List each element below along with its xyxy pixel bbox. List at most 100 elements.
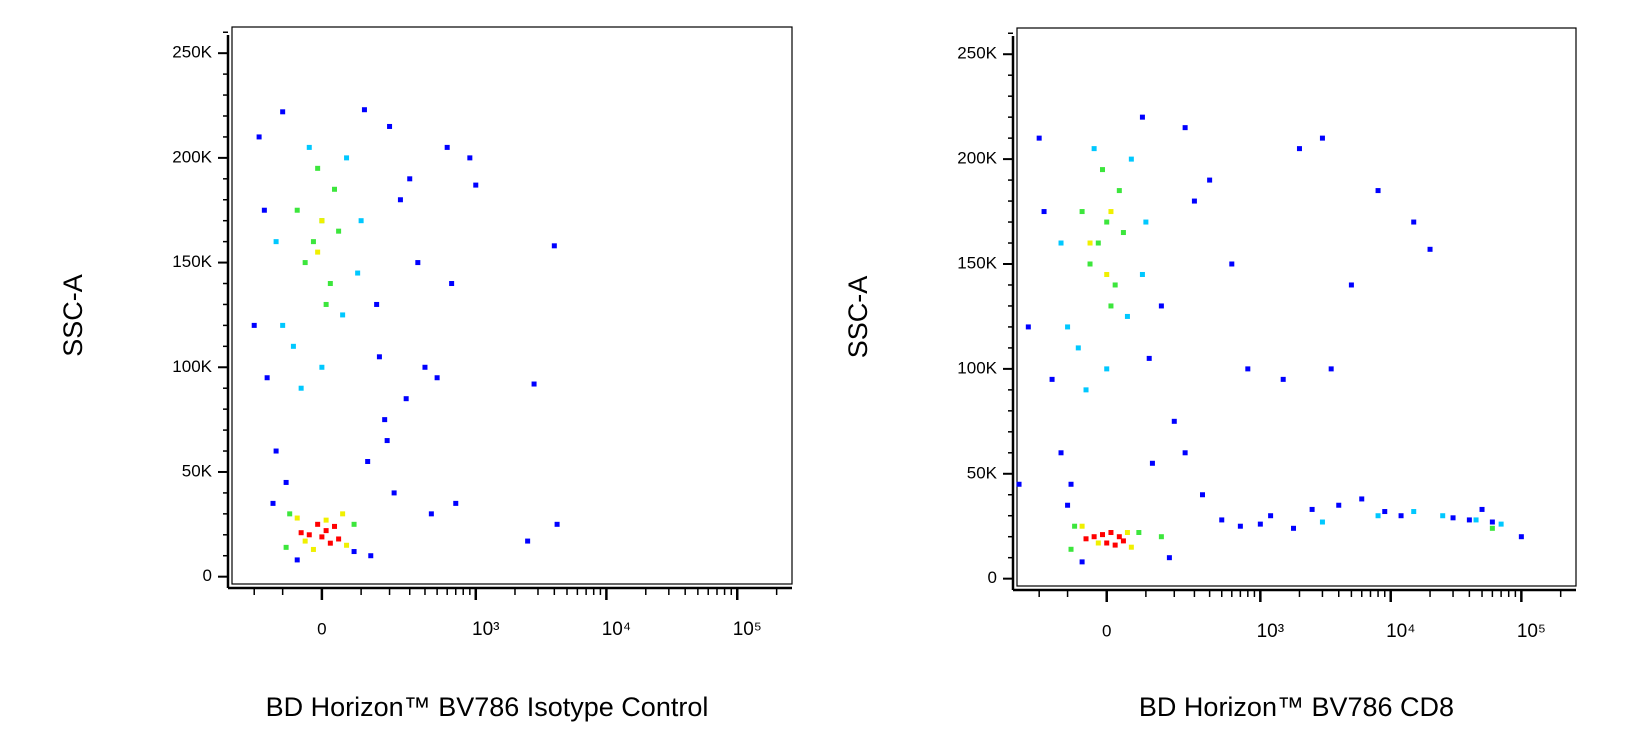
data-point xyxy=(1124,313,1130,319)
data-point xyxy=(256,134,262,140)
data-point xyxy=(287,511,293,517)
y-axis-label: SSC-A xyxy=(843,276,873,359)
data-point xyxy=(407,176,413,182)
data-point xyxy=(453,500,459,506)
data-point xyxy=(1319,135,1325,141)
data-point xyxy=(273,239,279,245)
data-point xyxy=(387,123,393,129)
data-point xyxy=(1466,517,1472,523)
data-point xyxy=(280,109,286,115)
data-point xyxy=(251,322,257,328)
data-point xyxy=(319,218,325,224)
data-point xyxy=(306,144,312,150)
data-point xyxy=(1375,513,1381,519)
data-point xyxy=(1016,481,1022,487)
data-point xyxy=(1036,135,1042,141)
data-point xyxy=(1058,240,1064,246)
data-point xyxy=(355,270,361,276)
data-point xyxy=(319,534,325,540)
x-tick-label: 10⁵ xyxy=(1517,621,1546,642)
data-point xyxy=(1359,496,1365,502)
x-tick-label: 10⁴ xyxy=(602,619,631,640)
data-point xyxy=(351,521,357,527)
data-point xyxy=(319,364,325,370)
data-point xyxy=(415,260,421,266)
data-point xyxy=(294,557,300,563)
data-point xyxy=(1091,534,1097,540)
data-point xyxy=(1237,523,1243,529)
data-point xyxy=(294,207,300,213)
data-point xyxy=(280,322,286,328)
y-tick-label: 0 xyxy=(988,568,997,587)
data-point xyxy=(1450,515,1456,521)
data-point xyxy=(403,396,409,402)
y-tick-label: 200K xyxy=(957,149,997,168)
x-tick-label: 10³ xyxy=(472,619,499,640)
data-point xyxy=(1104,540,1110,546)
data-point xyxy=(1328,366,1334,372)
data-point xyxy=(1411,509,1417,515)
data-point xyxy=(428,511,434,517)
data-point xyxy=(302,260,308,266)
data-point xyxy=(1120,538,1126,544)
data-point xyxy=(1068,546,1074,552)
data-point xyxy=(1158,534,1164,540)
data-point xyxy=(1479,506,1485,512)
data-point xyxy=(1104,271,1110,277)
data-point xyxy=(1091,146,1097,152)
data-point xyxy=(270,500,276,506)
x-tick-label: 0 xyxy=(317,619,326,638)
data-point xyxy=(361,107,367,113)
data-point xyxy=(1116,188,1122,194)
data-point xyxy=(327,540,333,546)
data-point xyxy=(554,521,560,527)
y-tick-label: 150K xyxy=(172,252,212,271)
data-point xyxy=(525,538,531,544)
data-point xyxy=(1268,513,1274,519)
data-point xyxy=(1079,209,1085,215)
data-point xyxy=(323,517,329,523)
data-point xyxy=(1136,530,1142,536)
data-point xyxy=(1095,240,1101,246)
data-point xyxy=(1124,530,1130,536)
data-point xyxy=(1108,209,1114,215)
data-point xyxy=(1473,517,1479,523)
data-point xyxy=(1025,324,1031,330)
data-point xyxy=(323,528,329,534)
data-point xyxy=(1382,509,1388,515)
y-tick-label: 250K xyxy=(957,44,997,63)
data-point xyxy=(1087,261,1093,267)
data-point xyxy=(1083,536,1089,542)
data-point xyxy=(1171,418,1177,424)
data-point xyxy=(1348,282,1354,288)
data-point xyxy=(283,479,289,485)
data-point xyxy=(1104,366,1110,372)
data-point xyxy=(1498,521,1504,527)
data-point xyxy=(1219,517,1225,523)
data-point xyxy=(1291,525,1297,531)
x-tick-label: 10⁵ xyxy=(733,619,762,640)
data-point xyxy=(1440,513,1446,519)
y-tick-label: 0 xyxy=(203,566,212,585)
data-point xyxy=(1079,559,1085,565)
data-point xyxy=(1166,555,1172,561)
data-point xyxy=(332,523,338,529)
data-point xyxy=(1245,366,1251,372)
data-point xyxy=(1191,198,1197,204)
data-point xyxy=(294,515,300,521)
data-point xyxy=(1072,523,1078,529)
x-tick-label: 0 xyxy=(1102,621,1111,640)
data-point xyxy=(434,375,440,381)
data-point xyxy=(1099,532,1105,538)
data-point xyxy=(1108,303,1114,309)
data-point xyxy=(422,364,428,370)
x-tick-label: 10⁴ xyxy=(1386,621,1415,642)
data-point xyxy=(376,354,382,360)
data-point xyxy=(1099,167,1105,173)
data-point xyxy=(340,511,346,517)
data-point xyxy=(1518,534,1524,540)
data-point xyxy=(315,249,321,255)
y-tick-label: 100K xyxy=(957,358,997,377)
data-point xyxy=(1149,460,1155,466)
y-tick-label: 100K xyxy=(172,357,212,376)
